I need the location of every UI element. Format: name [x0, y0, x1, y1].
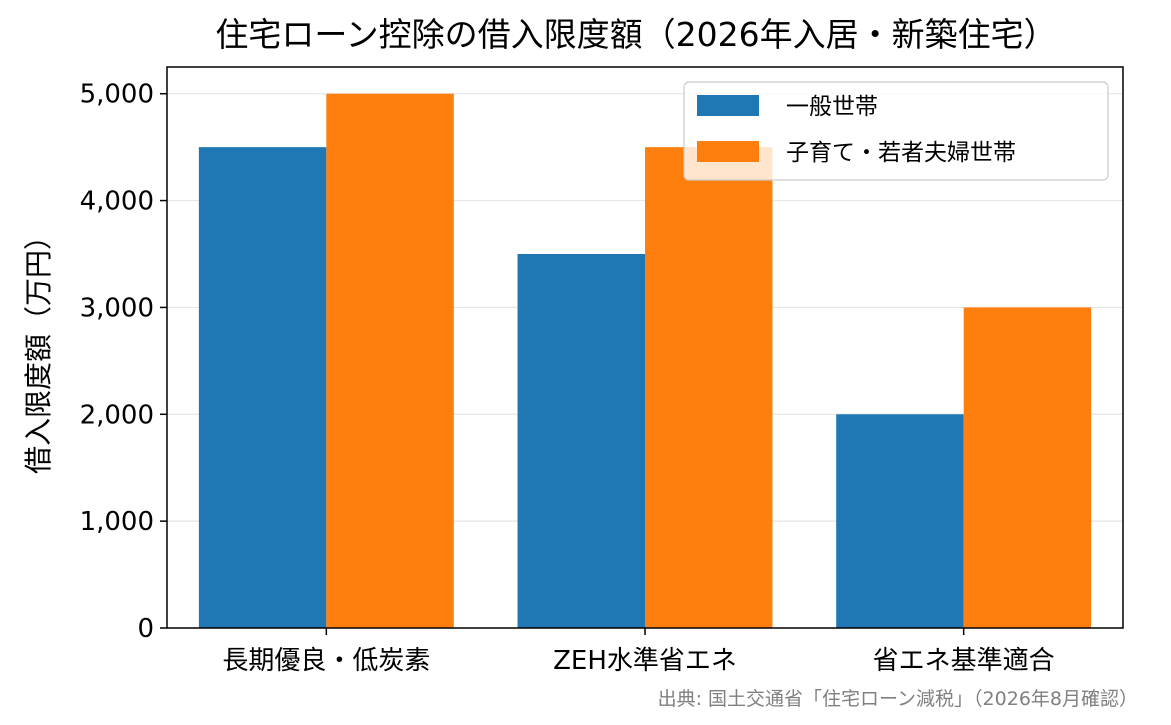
- y-axis-label: 借入限度額（万円）: [22, 222, 55, 474]
- legend-swatch-series-2: [697, 141, 759, 162]
- y-tick-label: 3,000: [80, 293, 154, 323]
- x-axis: 長期優良・低炭素 ZEH水準省エネ 省エネ基準適合: [222, 628, 1055, 676]
- x-tick-label: 省エネ基準適合: [873, 646, 1055, 676]
- y-tick-label: 4,000: [80, 187, 154, 217]
- legend-swatch-series-1: [697, 95, 759, 116]
- bar-series-2-category-3: [963, 307, 1092, 628]
- y-axis: 0 1,000 2,000 3,000 4,000 5,000: [80, 80, 167, 644]
- bars: [198, 93, 1092, 628]
- bar-series-1-category-2: [517, 254, 645, 628]
- y-tick-label: 5,000: [80, 80, 154, 110]
- chart-title: 住宅ローン控除の借入限度額（2026年入居・新築住宅）: [215, 15, 1056, 54]
- source-note: 出典: 国土交通省「住宅ローン減税」（2026年8月確認）: [658, 688, 1138, 710]
- legend-label-series-1: 一般世帯: [786, 94, 878, 120]
- legend-label-series-2: 子育て・若者夫婦世帯: [786, 140, 1016, 166]
- y-tick-label: 1,000: [80, 507, 154, 537]
- legend-box: [683, 81, 1109, 181]
- legend: 一般世帯 子育て・若者夫婦世帯: [683, 81, 1109, 181]
- bar-series-1-category-3: [836, 414, 964, 628]
- y-tick-label: 2,000: [80, 400, 154, 430]
- x-tick-label: ZEH水準省エネ: [553, 646, 737, 676]
- bar-series-1-category-1: [198, 147, 327, 628]
- x-tick-label: 長期優良・低炭素: [222, 646, 430, 676]
- bar-series-2-category-2: [645, 147, 773, 628]
- bar-series-2-category-1: [326, 93, 454, 628]
- y-tick-label: 0: [137, 614, 154, 644]
